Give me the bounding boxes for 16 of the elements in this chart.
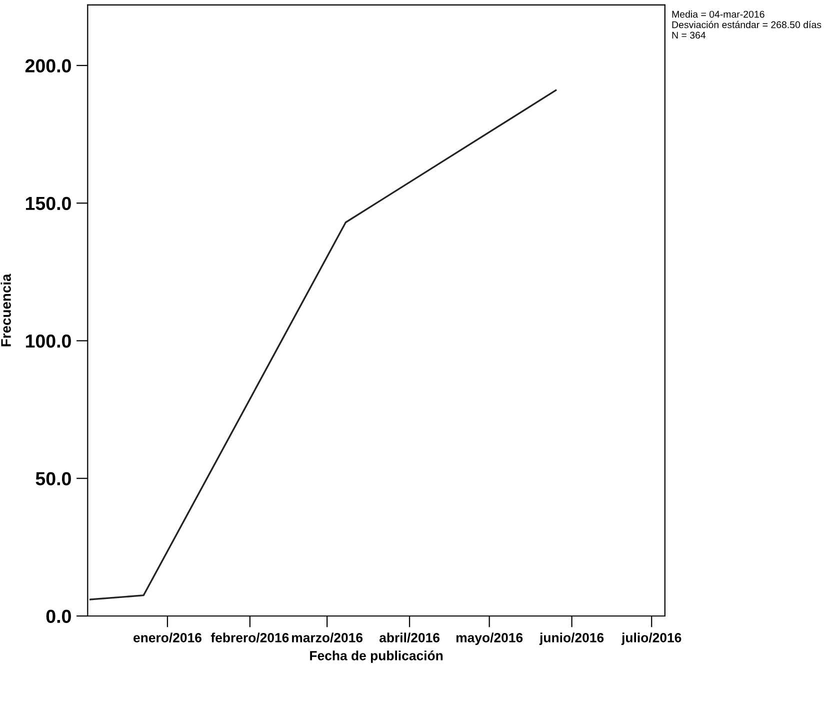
x-tick-label: mayo/2016 xyxy=(456,632,523,645)
y-tick-label: 100.0 xyxy=(26,334,71,348)
line-series xyxy=(89,89,557,600)
x-tick-label: abril/2016 xyxy=(379,632,440,642)
x-tick-label: junio/2016 xyxy=(539,632,604,645)
x-axis-title: Fecha de publicación xyxy=(310,650,443,663)
x-tick-label: febrero/2016 xyxy=(210,632,289,642)
x-tick-label: marzo/2016 xyxy=(292,632,363,642)
text: Media = 04-mar-2016 Desviación estándar = 268.50 días N = 364 xyxy=(672,10,822,39)
x-tick-label: julio/2016 xyxy=(621,632,682,645)
y-tick-label: 200.0 xyxy=(25,59,71,72)
y-axis-title: Frecuencia xyxy=(0,274,11,346)
y-tick-label: 150.0 xyxy=(26,196,71,210)
y-tick-label: 0.0 xyxy=(46,610,71,623)
y-tick-label: 50.0 xyxy=(36,472,71,486)
x-tick-label: enero/2016 xyxy=(134,632,202,642)
